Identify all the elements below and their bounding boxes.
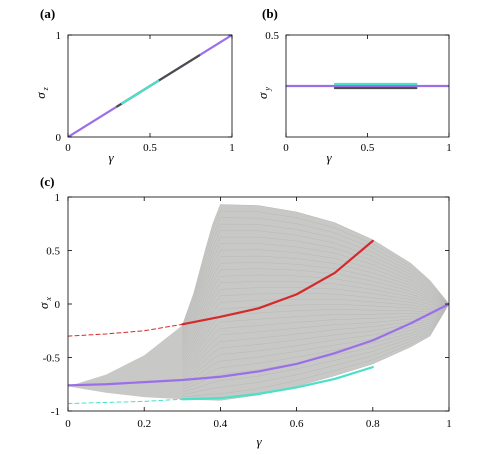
- region-texture-line: [182, 298, 449, 363]
- x-axis-label-b: γ: [326, 150, 332, 165]
- series-red-dashed-line: [68, 323, 183, 337]
- x-tick-label: 0: [283, 142, 289, 154]
- plot-area-a: [68, 35, 232, 137]
- region-texture-line: [182, 303, 449, 380]
- region-texture-line: [182, 303, 449, 395]
- x-axis-label-a: γ: [108, 150, 114, 165]
- series-purple-line: [68, 302, 449, 387]
- region-texture-line: [182, 236, 449, 338]
- region-texture-line: [182, 210, 449, 328]
- x-tick-label: 0.8: [366, 418, 380, 430]
- panel-label-c: (c): [40, 174, 54, 189]
- y-tick-label: -1: [51, 406, 60, 418]
- region-texture-line: [182, 293, 449, 360]
- region-texture-line: [182, 274, 449, 353]
- region-texture-line: [182, 303, 449, 373]
- region-texture-line: [182, 303, 449, 385]
- plot-area-c: [68, 204, 449, 405]
- y-axis-label-subscript: z: [41, 86, 50, 91]
- y-tick-label: 0.5: [265, 30, 279, 42]
- y-tick-label: -0.5: [43, 353, 61, 365]
- x-tick-label: 0.6: [290, 418, 304, 430]
- x-tick-label: 0.2: [137, 418, 151, 430]
- region-texture-line: [182, 249, 449, 343]
- y-tick-label: 0.5: [46, 246, 60, 258]
- x-tick-label: 0.5: [361, 142, 375, 154]
- region-texture-line: [182, 255, 449, 346]
- y-tick-label: 1: [56, 30, 62, 42]
- series-cyan-line: [121, 79, 160, 105]
- region-texture-line: [182, 303, 449, 383]
- region-texture-line: [182, 217, 449, 331]
- x-tick-label: 1: [446, 142, 452, 154]
- series-cyan-line: [181, 366, 374, 401]
- region-texture-line: [182, 268, 449, 351]
- x-tick-label: 1: [229, 142, 235, 154]
- x-tick-label: 0.4: [214, 418, 228, 430]
- y-tick-label: 0: [56, 132, 62, 144]
- y-axis-label-main: σ: [255, 92, 270, 99]
- region-texture-line: [182, 204, 449, 326]
- x-tick-label: 0: [65, 418, 71, 430]
- x-tick-label: 0.5: [143, 142, 157, 154]
- plot-area-b: [286, 82, 449, 90]
- x-tick-label: 1: [446, 418, 452, 430]
- y-tick-label: 0: [55, 299, 61, 311]
- x-axis-label-c: γ: [256, 434, 262, 449]
- y-axis-label-c: σx: [36, 297, 53, 309]
- region-texture-line: [182, 303, 449, 390]
- region-texture-line: [182, 303, 449, 375]
- region-texture-line: [182, 303, 449, 365]
- region-texture-line: [182, 303, 449, 368]
- x-tick-label: 0: [65, 142, 71, 154]
- region-texture-line: [182, 303, 449, 398]
- region-texture-line: [182, 281, 449, 356]
- y-axis-label-subscript: y: [263, 87, 272, 92]
- panel-label-b: (b): [262, 6, 278, 21]
- y-axis-label-a: σz: [33, 86, 50, 98]
- y-axis-label-subscript: x: [44, 297, 53, 302]
- series-cyan-dashed-line: [68, 398, 183, 405]
- series-red-line: [181, 239, 374, 326]
- y-axis-label-b: σy: [255, 87, 272, 99]
- region-texture-line: [182, 262, 449, 348]
- y-axis-label-main: σ: [33, 92, 48, 99]
- region-texture-line: [182, 303, 449, 393]
- y-axis-label-main: σ: [36, 302, 51, 309]
- region-texture-line: [182, 230, 449, 336]
- region-texture-line: [182, 223, 449, 333]
- region-texture-line: [182, 303, 449, 388]
- panel-label-a: (a): [40, 6, 55, 21]
- region-texture-line: [182, 303, 449, 370]
- region-texture-line: [182, 243, 449, 341]
- y-tick-label: 1: [55, 192, 61, 204]
